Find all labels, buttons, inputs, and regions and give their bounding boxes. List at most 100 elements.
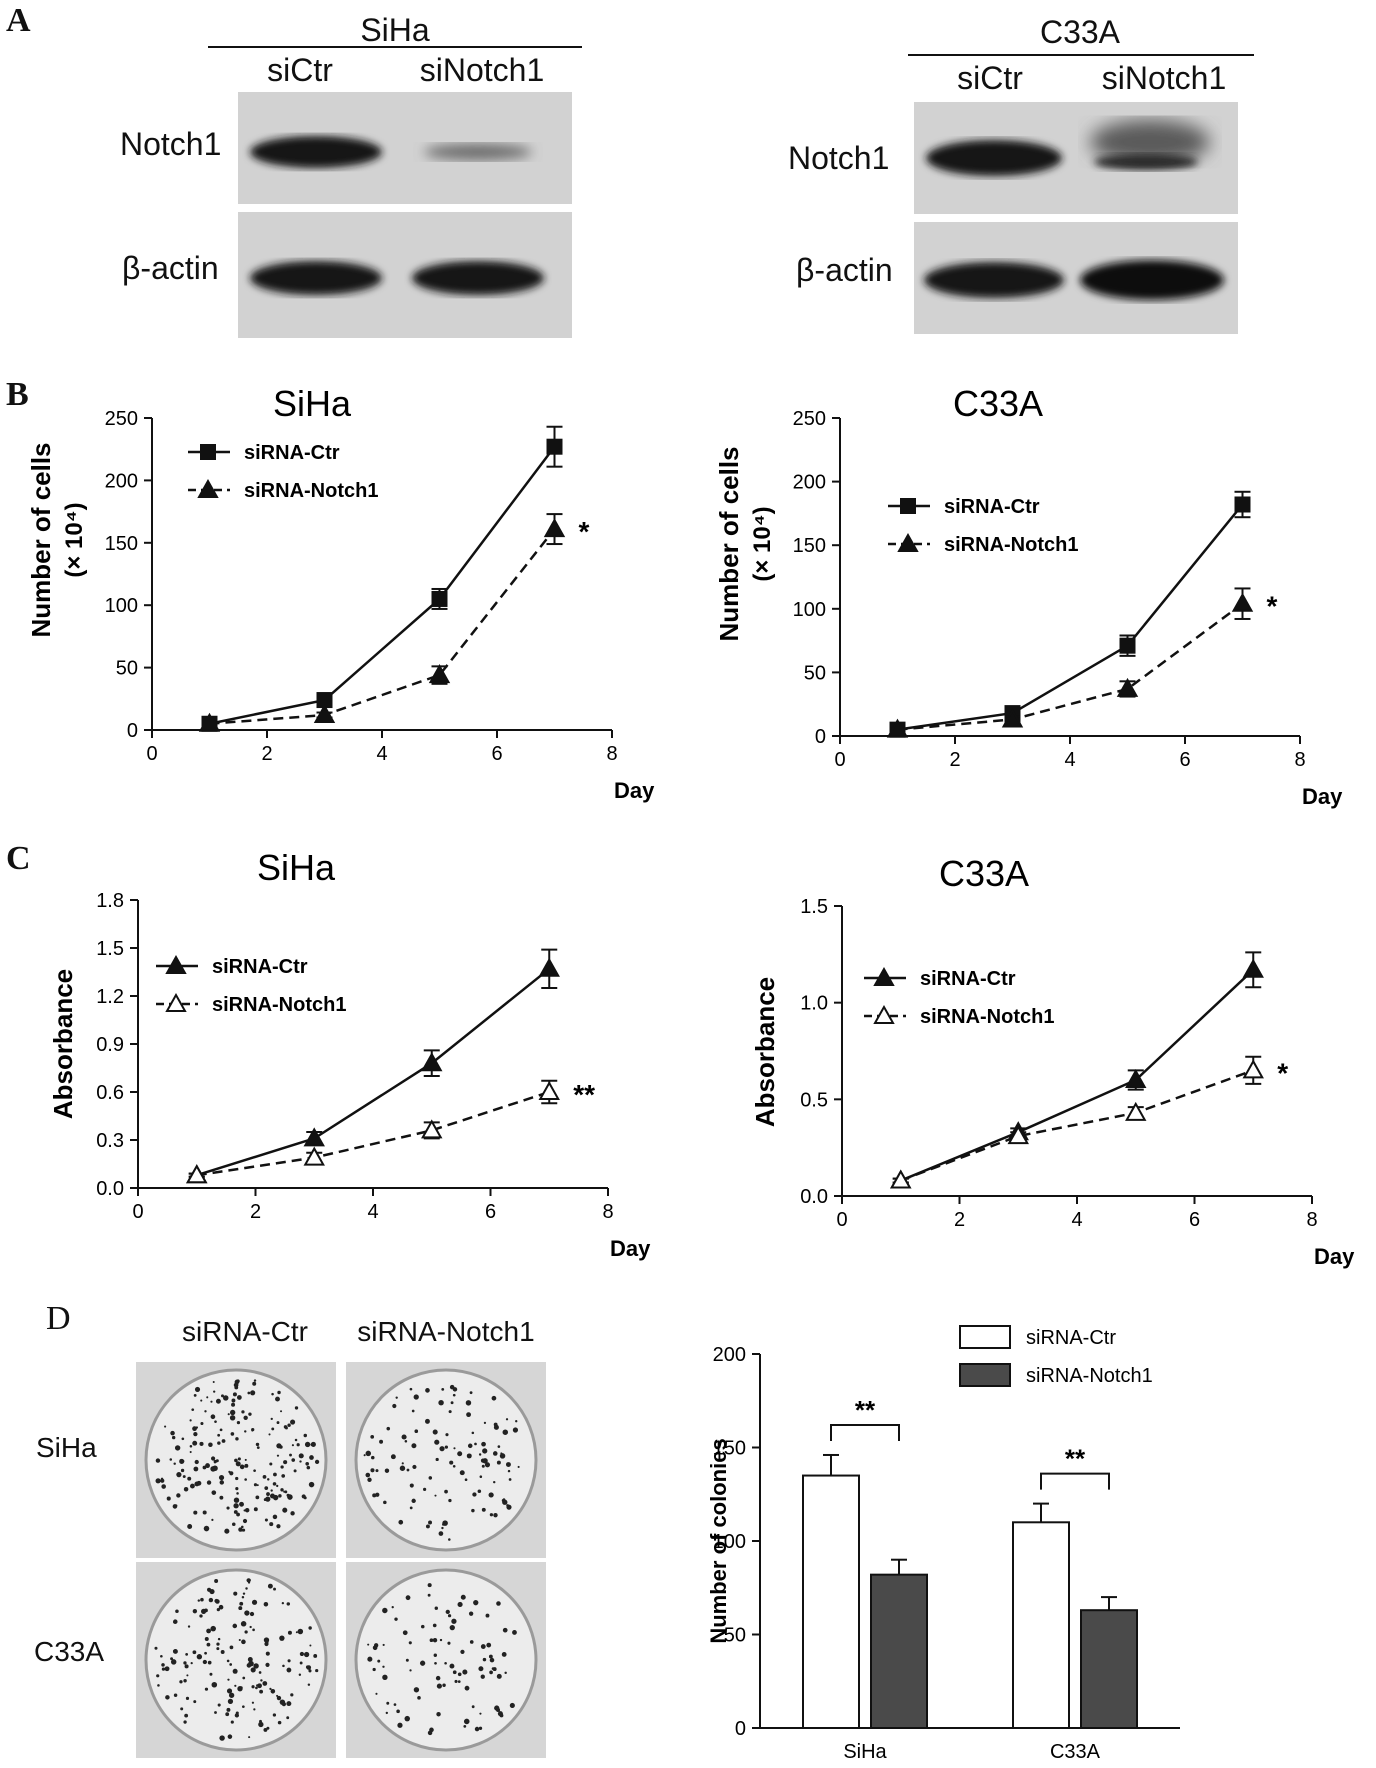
colony — [442, 1683, 446, 1688]
data-point — [1001, 708, 1024, 728]
colony — [207, 1660, 212, 1665]
x-tick-label: SiHa — [843, 1741, 887, 1763]
colony — [192, 1426, 197, 1432]
colony — [480, 1674, 485, 1679]
series-1 — [198, 513, 566, 732]
colony — [223, 1395, 229, 1401]
colony — [271, 1392, 274, 1396]
colony — [474, 1442, 477, 1446]
data-point — [1116, 677, 1139, 697]
colony — [436, 1712, 441, 1717]
colony — [448, 1538, 451, 1541]
colony — [303, 1496, 307, 1500]
colony — [229, 1409, 236, 1416]
series-line — [209, 528, 556, 726]
colony — [477, 1489, 482, 1494]
colony — [172, 1649, 176, 1653]
colony — [180, 1707, 184, 1711]
x-tick-label: 2 — [949, 749, 960, 771]
colony — [512, 1630, 517, 1635]
colony — [432, 1638, 438, 1643]
colony — [175, 1609, 179, 1613]
series-1 — [186, 1079, 560, 1184]
colony — [212, 1380, 215, 1383]
colony — [276, 1443, 282, 1449]
colony — [243, 1509, 246, 1512]
colony — [184, 1664, 189, 1669]
colony — [265, 1496, 271, 1502]
colony — [206, 1480, 212, 1485]
series-line — [196, 1090, 550, 1177]
colony-row-label: C33A — [34, 1636, 105, 1667]
colony — [367, 1643, 370, 1646]
colony — [397, 1722, 403, 1728]
colony — [395, 1396, 398, 1399]
blot-band — [424, 144, 532, 160]
x-axis-label: Day — [614, 778, 655, 803]
colony — [194, 1459, 199, 1465]
colony — [242, 1705, 245, 1709]
x-tick-label: 0 — [146, 743, 157, 765]
colony — [160, 1478, 165, 1483]
colony — [253, 1483, 258, 1487]
colony — [249, 1625, 252, 1629]
chart-title: SiHa — [257, 847, 336, 888]
colony — [278, 1494, 282, 1498]
colony — [227, 1413, 230, 1416]
colony — [211, 1490, 217, 1495]
colony — [294, 1438, 298, 1442]
colony — [202, 1659, 208, 1665]
y-tick-label: 50 — [804, 662, 826, 684]
colony — [197, 1599, 200, 1602]
colony — [453, 1447, 456, 1450]
colony — [401, 1462, 404, 1465]
x-axis-label: Day — [1302, 784, 1343, 809]
colony — [213, 1461, 217, 1464]
colony — [370, 1435, 375, 1439]
legend-label: siRNA-Notch1 — [244, 480, 378, 502]
colony — [245, 1587, 248, 1590]
colony — [265, 1651, 270, 1656]
colony — [258, 1721, 264, 1728]
colony — [390, 1454, 396, 1460]
colony — [241, 1639, 246, 1645]
colony — [258, 1671, 262, 1674]
colony — [372, 1645, 378, 1651]
colony — [277, 1390, 281, 1395]
colony — [472, 1492, 477, 1497]
colony — [434, 1661, 437, 1665]
colony — [457, 1672, 462, 1677]
colony — [314, 1459, 320, 1465]
legend-label: siRNA-Ctr — [244, 442, 340, 464]
colony — [468, 1611, 474, 1616]
data-point — [1231, 592, 1254, 612]
colony — [450, 1401, 454, 1405]
colony — [246, 1663, 252, 1668]
y-tick-label: 1.0 — [800, 993, 828, 1015]
colony — [367, 1477, 372, 1482]
line-chart-c-siha: 0 2 4 6 8 0.0 0.3 0.6 0.9 1.2 1.5 1.8 SiHa Day Absorba… — [48, 847, 651, 1261]
colony — [272, 1482, 277, 1486]
legend-label: siRNA-Ctr — [1026, 1327, 1116, 1349]
colony — [481, 1507, 486, 1512]
colony — [451, 1618, 457, 1624]
blot-image — [238, 92, 572, 338]
colony — [252, 1381, 257, 1386]
blot-band — [924, 262, 1064, 298]
colony — [193, 1510, 198, 1515]
colony — [172, 1504, 178, 1509]
series-line — [900, 1069, 1254, 1182]
colony — [256, 1684, 259, 1687]
data-point — [165, 992, 187, 1012]
y-axis-label: Absorbance — [48, 969, 78, 1119]
colony — [242, 1518, 248, 1524]
chart-title: SiHa — [273, 383, 352, 424]
colony — [165, 1695, 170, 1700]
colony — [192, 1440, 198, 1446]
x-tick-label: 6 — [491, 743, 502, 765]
data-point — [421, 1119, 443, 1139]
colony — [219, 1428, 223, 1432]
colony — [266, 1726, 270, 1730]
colony — [315, 1668, 319, 1673]
colony — [372, 1667, 376, 1672]
